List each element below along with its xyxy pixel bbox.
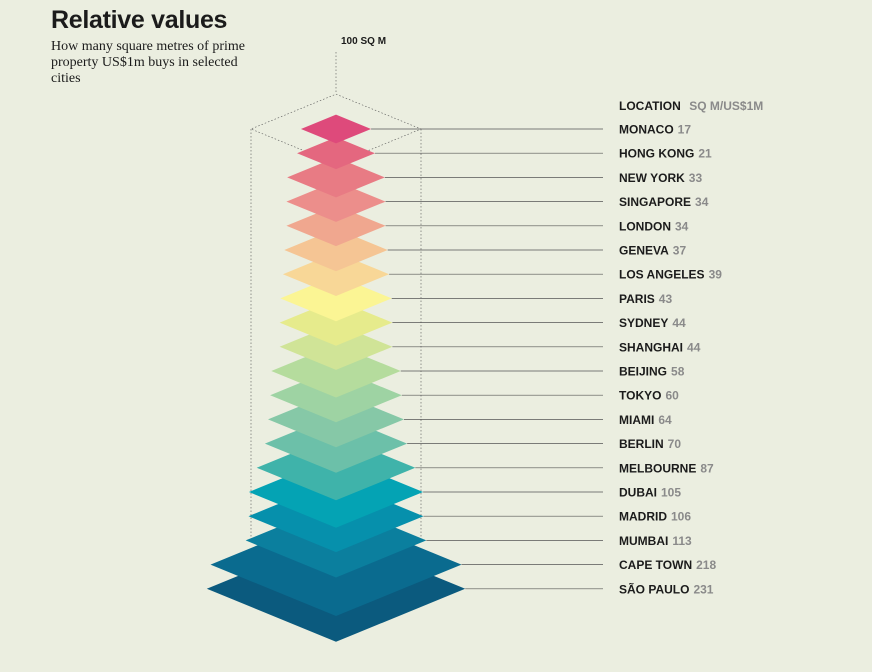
city-name: MONACO	[619, 123, 674, 137]
layer-diamond	[280, 275, 392, 322]
header-location: LOCATION	[619, 99, 681, 113]
city-value: 70	[668, 437, 682, 451]
city-label: CAPE TOWN 218	[619, 558, 716, 572]
city-name: PARIS	[619, 292, 655, 306]
layer-diamond	[282, 252, 390, 296]
city-value: 44	[687, 340, 701, 354]
diamond-layers	[206, 114, 466, 642]
city-value: 34	[695, 195, 709, 209]
city-value: 39	[709, 268, 723, 282]
city-name: BEIJING	[619, 365, 667, 379]
city-label: DUBAI 105	[619, 486, 681, 500]
city-value: 44	[672, 316, 686, 330]
city-label: MONACO 17	[619, 123, 691, 137]
city-name: MELBOURNE	[619, 461, 696, 475]
city-name: GENEVA	[619, 244, 669, 258]
layer-diamond	[287, 157, 385, 198]
city-value: 87	[700, 461, 714, 475]
city-value: 58	[671, 365, 685, 379]
city-name: MUMBAI	[619, 534, 668, 548]
reference-label: 100 SQ M	[341, 36, 386, 47]
layer-diamond	[284, 228, 388, 272]
city-value: 105	[661, 486, 681, 500]
city-value: 60	[665, 389, 679, 403]
city-label: SINGAPORE 34	[619, 195, 709, 209]
city-value: 113	[672, 534, 692, 548]
layer-diamond	[286, 181, 386, 222]
city-name: LONDON	[619, 219, 671, 233]
city-label: PARIS 43	[619, 292, 672, 306]
city-label: MADRID 106	[619, 510, 691, 524]
city-value: 231	[693, 582, 713, 596]
city-value: 17	[678, 123, 692, 137]
city-label: MELBOURNE 87	[619, 461, 714, 475]
city-value: 64	[658, 413, 672, 427]
city-value: 21	[698, 147, 712, 161]
city-label: GENEVA 37	[619, 244, 686, 258]
city-label: SYDNEY 44	[619, 316, 686, 330]
city-label: MIAMI 64	[619, 413, 672, 427]
header-unit: SQ M/US$1M	[689, 99, 763, 113]
chart-title: Relative values	[51, 6, 228, 34]
city-label: BERLIN 70	[619, 437, 681, 451]
city-value: 106	[671, 510, 691, 524]
layer-diamond	[271, 344, 401, 398]
city-name: HONG KONG	[619, 147, 694, 161]
layer-diamond	[279, 323, 393, 370]
leader-lines	[371, 128, 603, 590]
city-name: BERLIN	[619, 437, 664, 451]
city-value: 218	[696, 558, 716, 572]
city-name: NEW YORK	[619, 171, 685, 185]
city-name: CAPE TOWN	[619, 558, 692, 572]
layer-diamond	[297, 137, 375, 170]
city-label: MUMBAI 113	[619, 534, 692, 548]
city-name: SÃO PAULO	[619, 581, 689, 596]
city-value: 43	[659, 292, 673, 306]
reference-outline	[250, 52, 422, 540]
legend-header: LOCATION SQ M/US$1M	[619, 97, 763, 114]
layer-diamond	[300, 114, 372, 144]
city-label: LONDON 34	[619, 219, 689, 233]
city-label: TOKYO 60	[619, 389, 679, 403]
city-name: DUBAI	[619, 486, 657, 500]
layer-diamond	[286, 205, 386, 247]
city-value: 33	[689, 171, 703, 185]
city-name: SYDNEY	[619, 316, 668, 330]
city-label: NEW YORK 33	[619, 171, 702, 185]
city-name: SHANGHAI	[619, 340, 683, 354]
city-label: HONG KONG 21	[619, 147, 712, 161]
city-value: 34	[675, 219, 689, 233]
layer-diamond	[279, 299, 393, 346]
city-name: MIAMI	[619, 413, 654, 427]
city-name: SINGAPORE	[619, 195, 691, 209]
city-label: LOS ANGELES 39	[619, 268, 722, 282]
city-label: SHANGHAI 44	[619, 340, 701, 354]
city-name: MADRID	[619, 510, 667, 524]
chart-subtitle: How many square metres of prime property…	[51, 39, 245, 86]
city-label: BEIJING 58	[619, 365, 685, 379]
city-label: SÃO PAULO 231	[619, 581, 714, 596]
city-name: TOKYO	[619, 389, 661, 403]
city-labels: MONACO 17 HONG KONG 21 NEW YORK 33 SINGAPORE 34…	[619, 123, 722, 597]
city-value: 37	[673, 244, 687, 258]
city-name: LOS ANGELES	[619, 268, 705, 282]
